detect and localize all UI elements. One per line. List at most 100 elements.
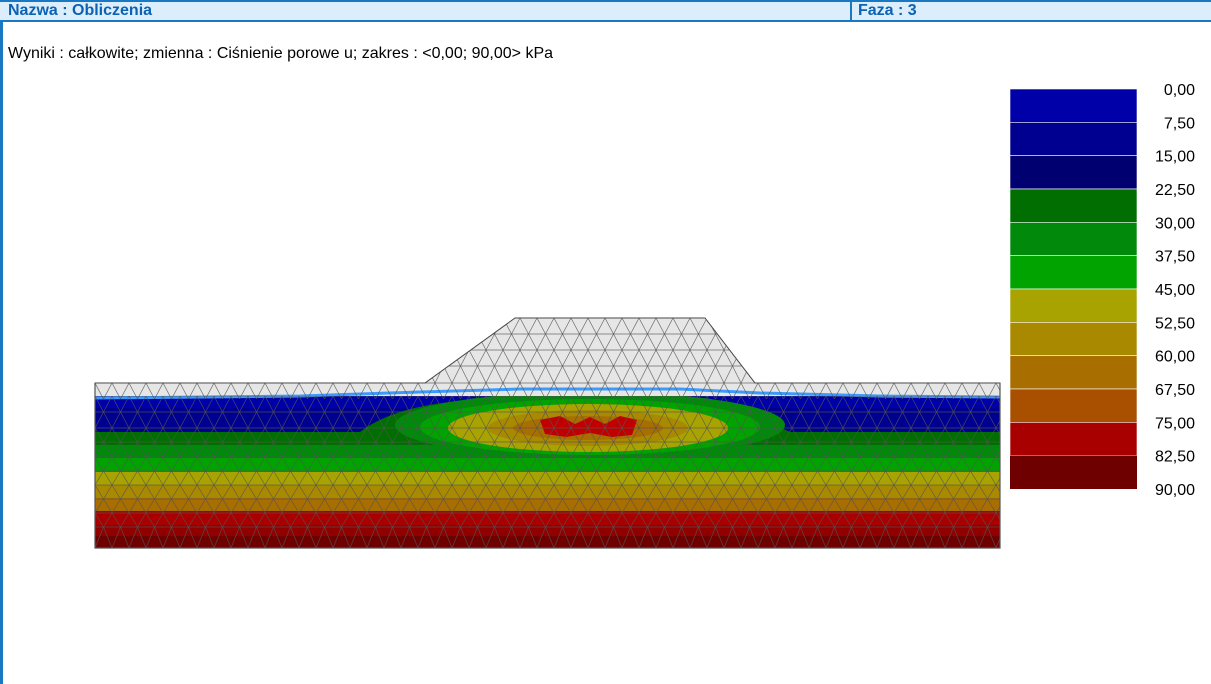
mesh-edge [332,318,342,335]
mesh-edge [706,441,716,458]
mesh-edge [162,427,172,443]
mesh-edge [307,441,317,458]
mesh-edge [842,498,852,514]
mesh-edge [409,427,419,443]
mesh-edge [213,427,223,443]
mesh-edge [664,333,674,351]
mesh-edge [647,470,657,486]
mesh-edge [247,498,257,514]
mesh-edge [647,318,657,335]
mesh-edge [179,318,189,335]
mesh-edge [613,470,623,486]
mesh-edge [919,456,929,472]
mesh-edge [485,382,495,399]
mesh-edge [774,382,784,399]
mesh-edge [536,498,546,514]
mesh-edge [885,318,895,335]
mesh-edge [672,427,682,443]
mesh-edge [409,318,419,335]
mesh-edge [324,441,334,458]
mesh-edge [95,365,96,384]
mesh-edge [995,318,1000,335]
mesh-edge [910,411,920,429]
mesh-edge [179,512,189,528]
mesh-edge [307,382,317,399]
mesh-edge [256,382,266,399]
mesh-edge [324,427,334,443]
mesh-edge [409,411,419,429]
mesh-edge [698,318,708,335]
mesh-edge [766,411,776,429]
mesh-edge [1013,527,1022,548]
mesh-edge [970,318,980,335]
mesh-edge [154,484,164,500]
mesh-edge [936,456,946,472]
mesh-edge [834,333,844,351]
mesh-edge [332,470,342,486]
mesh-edge [256,456,266,472]
mesh-edge [970,396,980,413]
mesh-edge [553,411,563,429]
mesh-edge [409,396,419,413]
mesh-edge [443,396,453,413]
mesh-edge [247,318,257,335]
mesh-edge [409,456,419,472]
mesh-edge [120,365,130,384]
mesh-edge [808,512,818,528]
mesh-edge [324,526,334,548]
mesh-edge [808,470,818,486]
legend-swatch [1010,455,1137,489]
mesh-edge [868,484,878,500]
mesh-edge [766,396,776,413]
mesh-edge [103,396,113,413]
mesh-edge [264,470,274,486]
mesh-edge [553,498,563,514]
mesh-edge [885,441,895,458]
mesh-edge [281,456,291,472]
mesh-edge [383,396,393,413]
mesh-edge [732,396,742,413]
mesh-edge [162,365,172,384]
mesh-edge [672,333,682,351]
mesh-edge [723,365,733,384]
mesh-edge [409,512,419,528]
mesh-edge [987,484,997,500]
mesh-edge [587,396,597,413]
mesh-edge [970,365,980,384]
mesh-edge [171,396,181,413]
mesh-edge [324,382,334,399]
mesh-edge [715,411,725,429]
mesh-edge [587,411,597,429]
mesh-edge [732,382,742,399]
mesh-edge [604,318,614,335]
mesh-edge [570,484,580,500]
mesh-edge [392,427,402,443]
mesh-edge [936,526,946,548]
mesh-edge [562,484,572,500]
mesh-edge [876,456,886,472]
mesh-edge [358,349,368,367]
mesh-edge [842,349,852,367]
mesh-edge [358,526,368,548]
mesh-edge [621,411,631,429]
mesh-edge [757,498,767,514]
mesh-edge [358,396,368,413]
mesh-edge [545,470,555,486]
mesh-edge [485,484,495,500]
mesh-edge [196,382,206,399]
mesh-edge [562,333,572,351]
mesh-edge [307,365,317,384]
mesh-edge [766,365,776,384]
mesh-edge [774,441,784,458]
mesh-edge [298,484,308,500]
mesh-edge [553,484,563,500]
mesh-edge [205,484,215,500]
mesh-edge [434,396,444,413]
mesh-edge [528,318,538,335]
mesh-edge [672,318,682,335]
mesh-edge [145,441,155,458]
mesh-edge [817,411,827,429]
mesh-edge [502,365,512,384]
mesh-edge [341,396,351,413]
mesh-edge [953,512,963,528]
